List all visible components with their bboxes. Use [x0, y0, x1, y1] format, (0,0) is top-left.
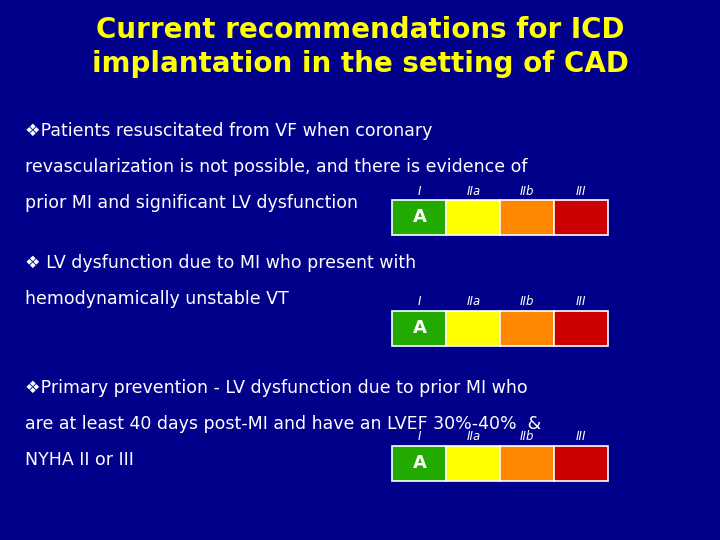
FancyBboxPatch shape — [392, 200, 446, 235]
FancyBboxPatch shape — [554, 446, 608, 481]
Text: A: A — [413, 454, 426, 472]
Text: IIa: IIa — [467, 185, 480, 198]
Text: I: I — [418, 185, 421, 198]
Text: IIb: IIb — [520, 185, 535, 198]
Text: IIb: IIb — [520, 295, 535, 308]
Text: ❖Patients resuscitated from VF when coronary: ❖Patients resuscitated from VF when coro… — [25, 122, 433, 139]
FancyBboxPatch shape — [500, 446, 554, 481]
FancyBboxPatch shape — [554, 310, 608, 346]
Text: ❖Primary prevention - LV dysfunction due to prior MI who: ❖Primary prevention - LV dysfunction due… — [25, 379, 528, 397]
FancyBboxPatch shape — [446, 446, 500, 481]
FancyBboxPatch shape — [392, 310, 446, 346]
Text: III: III — [576, 185, 587, 198]
Text: III: III — [576, 295, 587, 308]
Text: IIa: IIa — [467, 295, 480, 308]
Text: NYHA II or III: NYHA II or III — [25, 451, 134, 469]
Text: III: III — [576, 430, 587, 443]
Text: prior MI and significant LV dysfunction: prior MI and significant LV dysfunction — [25, 194, 359, 212]
Text: IIa: IIa — [467, 430, 480, 443]
Text: hemodynamically unstable VT: hemodynamically unstable VT — [25, 290, 289, 308]
Text: revascularization is not possible, and there is evidence of: revascularization is not possible, and t… — [25, 158, 528, 176]
Text: Current recommendations for ICD
implantation in the setting of CAD: Current recommendations for ICD implanta… — [91, 16, 629, 78]
Text: A: A — [413, 319, 426, 337]
Text: ❖ LV dysfunction due to MI who present with: ❖ LV dysfunction due to MI who present w… — [25, 254, 416, 272]
Text: IIb: IIb — [520, 430, 535, 443]
FancyBboxPatch shape — [554, 200, 608, 235]
FancyBboxPatch shape — [500, 200, 554, 235]
FancyBboxPatch shape — [446, 310, 500, 346]
Text: I: I — [418, 430, 421, 443]
Text: A: A — [413, 208, 426, 226]
Text: are at least 40 days post-MI and have an LVEF 30%-40%  &: are at least 40 days post-MI and have an… — [25, 415, 541, 433]
FancyBboxPatch shape — [446, 200, 500, 235]
FancyBboxPatch shape — [500, 310, 554, 346]
Text: I: I — [418, 295, 421, 308]
FancyBboxPatch shape — [392, 446, 446, 481]
